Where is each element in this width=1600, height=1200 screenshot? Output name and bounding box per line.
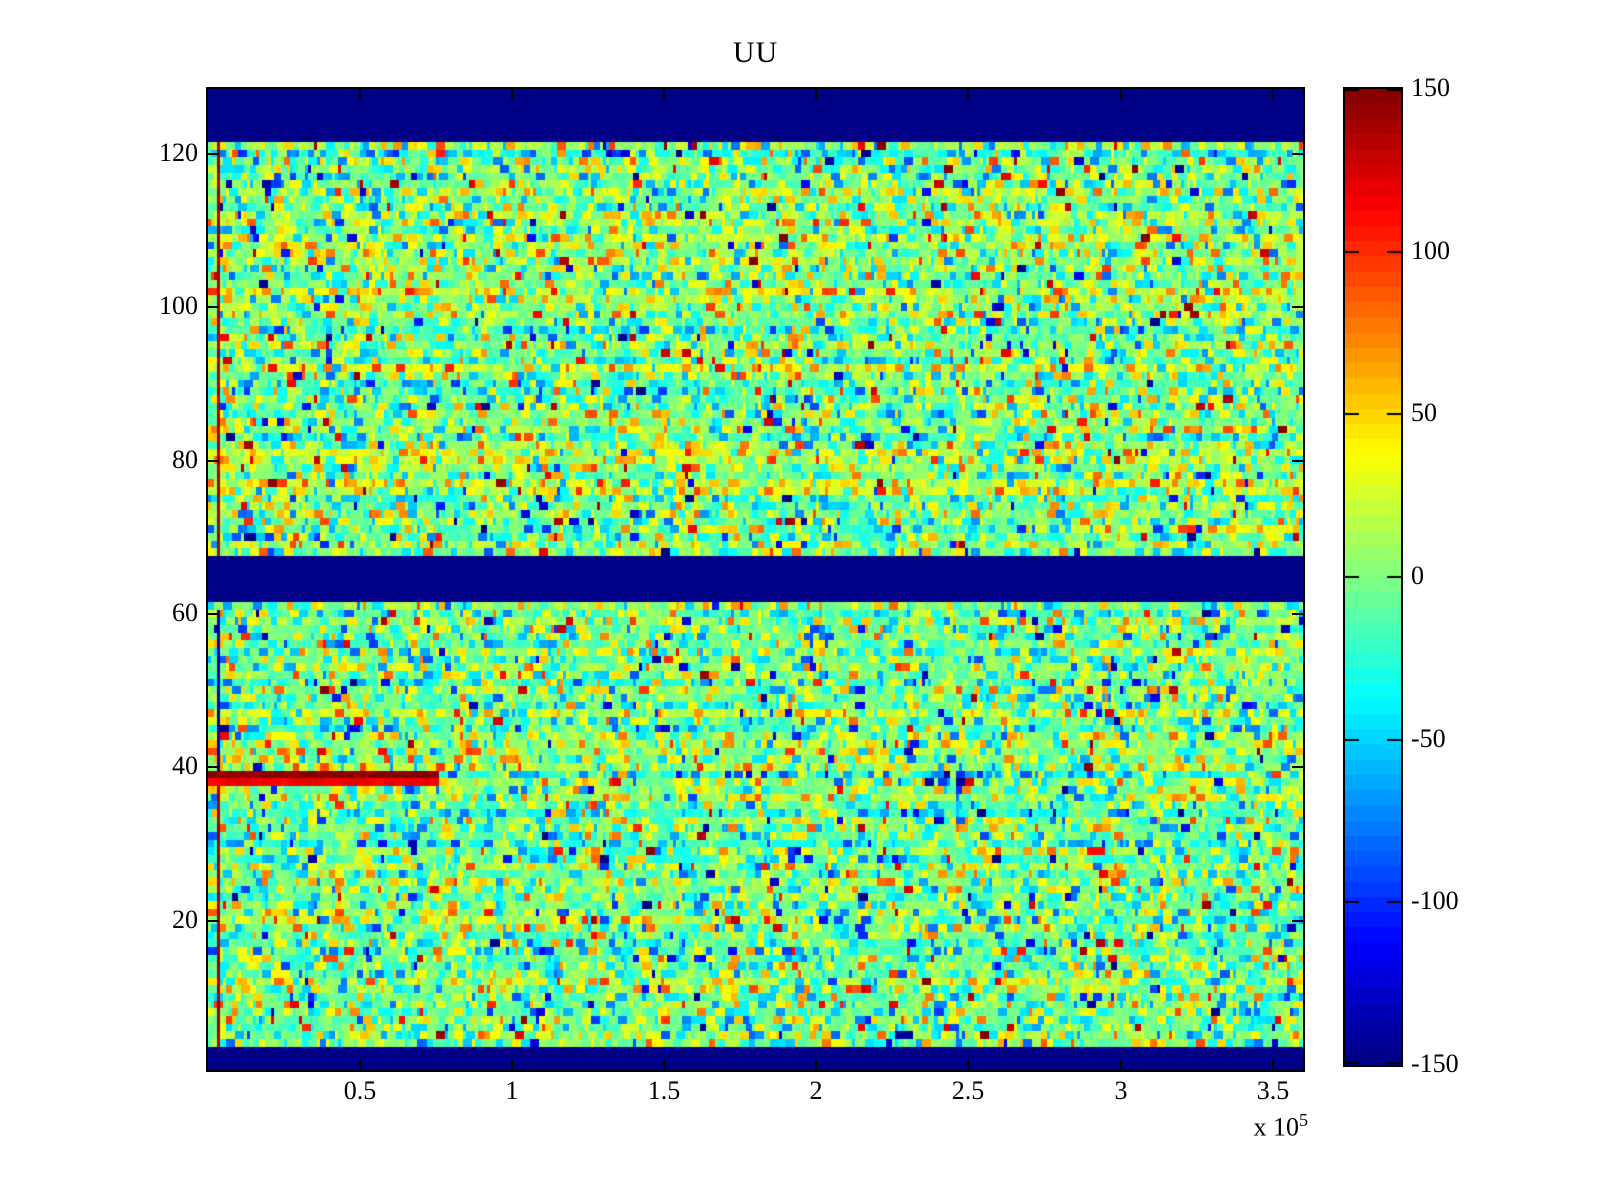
tick-mark (1120, 89, 1122, 100)
exponent-prefix: x 10 (1253, 1112, 1300, 1142)
tick-mark (815, 1059, 817, 1070)
tick-mark (208, 306, 219, 308)
tick-mark (663, 1059, 665, 1070)
colorbar-tick-label: -100 (1411, 886, 1459, 915)
colorbar-tick-label: 0 (1411, 561, 1424, 590)
tick-mark (967, 89, 969, 100)
tick-mark (208, 153, 219, 155)
tick-mark (967, 1059, 969, 1070)
y-tick-label: 100 (159, 291, 198, 320)
x-tick-label: 2.5 (951, 1076, 985, 1105)
x-tick-label: 1 (505, 1076, 519, 1105)
tick-mark (208, 920, 219, 922)
y-tick-label: 120 (159, 138, 198, 167)
tick-mark (1292, 460, 1303, 462)
x-tick-label: 0.5 (343, 1076, 377, 1105)
x-axis-exponent-label: x 105 (1160, 1110, 1309, 1143)
tick-mark (1292, 920, 1303, 922)
y-tick-label: 20 (172, 905, 198, 934)
tick-mark (1272, 1059, 1274, 1070)
colorbar-tick-label: -150 (1411, 1049, 1459, 1078)
y-tick-label: 80 (172, 445, 198, 474)
tick-mark (1292, 306, 1303, 308)
x-tick-label: 3.5 (1256, 1076, 1290, 1105)
colorbar-canvas (1345, 89, 1401, 1065)
x-tick-label: 3 (1114, 1076, 1128, 1105)
tick-mark (815, 89, 817, 100)
tick-mark (359, 1059, 361, 1070)
tick-mark (1272, 89, 1274, 100)
tick-mark (1120, 1059, 1122, 1070)
tick-mark (1292, 153, 1303, 155)
x-tick-label: 2 (809, 1076, 823, 1105)
colorbar-tick-label: 150 (1411, 73, 1450, 102)
y-tick-label: 40 (172, 751, 198, 780)
tick-mark (208, 766, 219, 768)
colorbar-tick-label: -50 (1411, 724, 1446, 753)
heatmap-canvas (208, 89, 1303, 1070)
y-tick-label: 60 (172, 598, 198, 627)
tick-mark (511, 1059, 513, 1070)
colorbar (1343, 87, 1403, 1067)
tick-mark (208, 613, 219, 615)
x-tick-label: 1.5 (647, 1076, 681, 1105)
tick-mark (208, 460, 219, 462)
colorbar-tick-label: 50 (1411, 398, 1437, 427)
tick-mark (511, 89, 513, 100)
exponent-value: 5 (1299, 1110, 1308, 1130)
tick-mark (1292, 766, 1303, 768)
tick-mark (359, 89, 361, 100)
tick-mark (1292, 613, 1303, 615)
heatmap-plot (206, 87, 1305, 1072)
colorbar-tick-label: 100 (1411, 236, 1450, 265)
tick-mark (663, 89, 665, 100)
chart-title: UU (732, 36, 779, 69)
